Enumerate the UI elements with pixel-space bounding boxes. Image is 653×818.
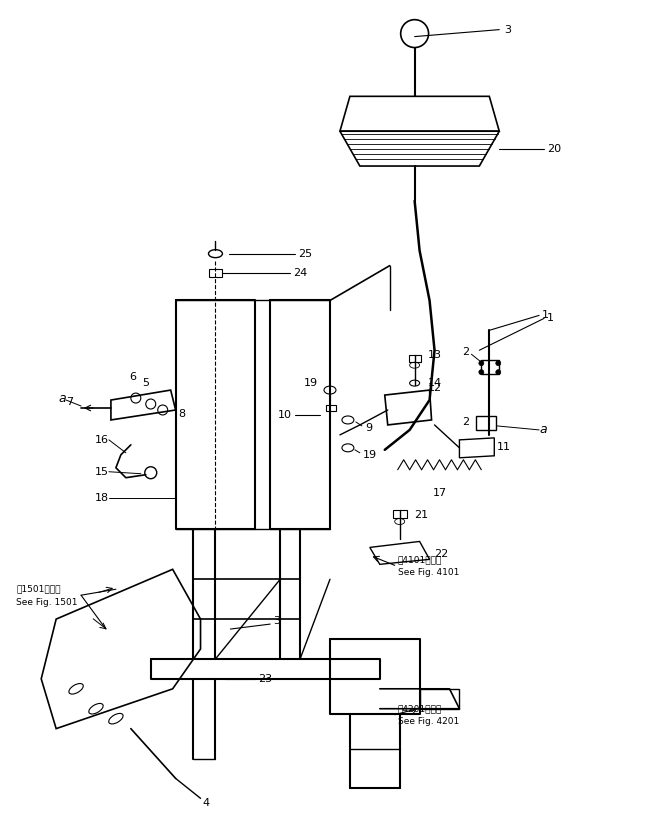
Circle shape [496,370,501,375]
Text: 第4201図参照: 第4201図参照 [398,704,442,713]
Text: 14: 14 [428,378,441,388]
Text: 11: 11 [498,442,511,452]
Bar [476,416,496,430]
Text: See Fig. 4201: See Fig. 4201 [398,717,459,726]
Text: 13: 13 [428,350,441,360]
Text: 7: 7 [66,397,73,407]
Text: 1: 1 [547,313,554,323]
Text: 1: 1 [542,310,549,321]
Text: 25: 25 [298,249,312,258]
Text: a: a [539,424,547,437]
Text: 15: 15 [95,467,109,477]
Text: 10: 10 [278,410,292,420]
Bar [481,360,500,374]
Text: 3: 3 [504,25,511,34]
Bar [392,510,407,518]
Text: 20: 20 [547,144,561,154]
Circle shape [496,361,501,366]
Text: 18: 18 [95,492,109,502]
Text: 24: 24 [293,267,308,277]
Text: 3: 3 [273,616,280,626]
Text: 19: 19 [304,378,318,388]
Text: 8: 8 [179,409,185,419]
Text: 第4101図参照: 第4101図参照 [398,555,442,564]
Text: 9: 9 [365,423,372,433]
Circle shape [479,361,484,366]
Circle shape [479,370,484,375]
Text: 23: 23 [259,674,272,684]
Text: 第1501図参照: 第1501図参照 [16,585,61,594]
Text: See Fig. 1501: See Fig. 1501 [16,598,78,607]
Text: 6: 6 [129,372,136,382]
Text: 22: 22 [434,550,449,560]
Text: 2: 2 [462,348,470,357]
Text: 12: 12 [428,383,441,393]
Text: See Fig. 4101: See Fig. 4101 [398,568,459,577]
Text: 4: 4 [202,798,209,808]
Text: 2: 2 [462,417,470,427]
Text: 19: 19 [363,450,377,460]
Text: 17: 17 [432,488,447,497]
Bar [326,405,336,411]
Text: 5: 5 [142,378,150,388]
Bar [208,268,223,276]
Bar [409,355,421,362]
Text: 16: 16 [95,435,109,445]
Text: 21: 21 [415,510,429,519]
Text: a: a [59,392,66,405]
